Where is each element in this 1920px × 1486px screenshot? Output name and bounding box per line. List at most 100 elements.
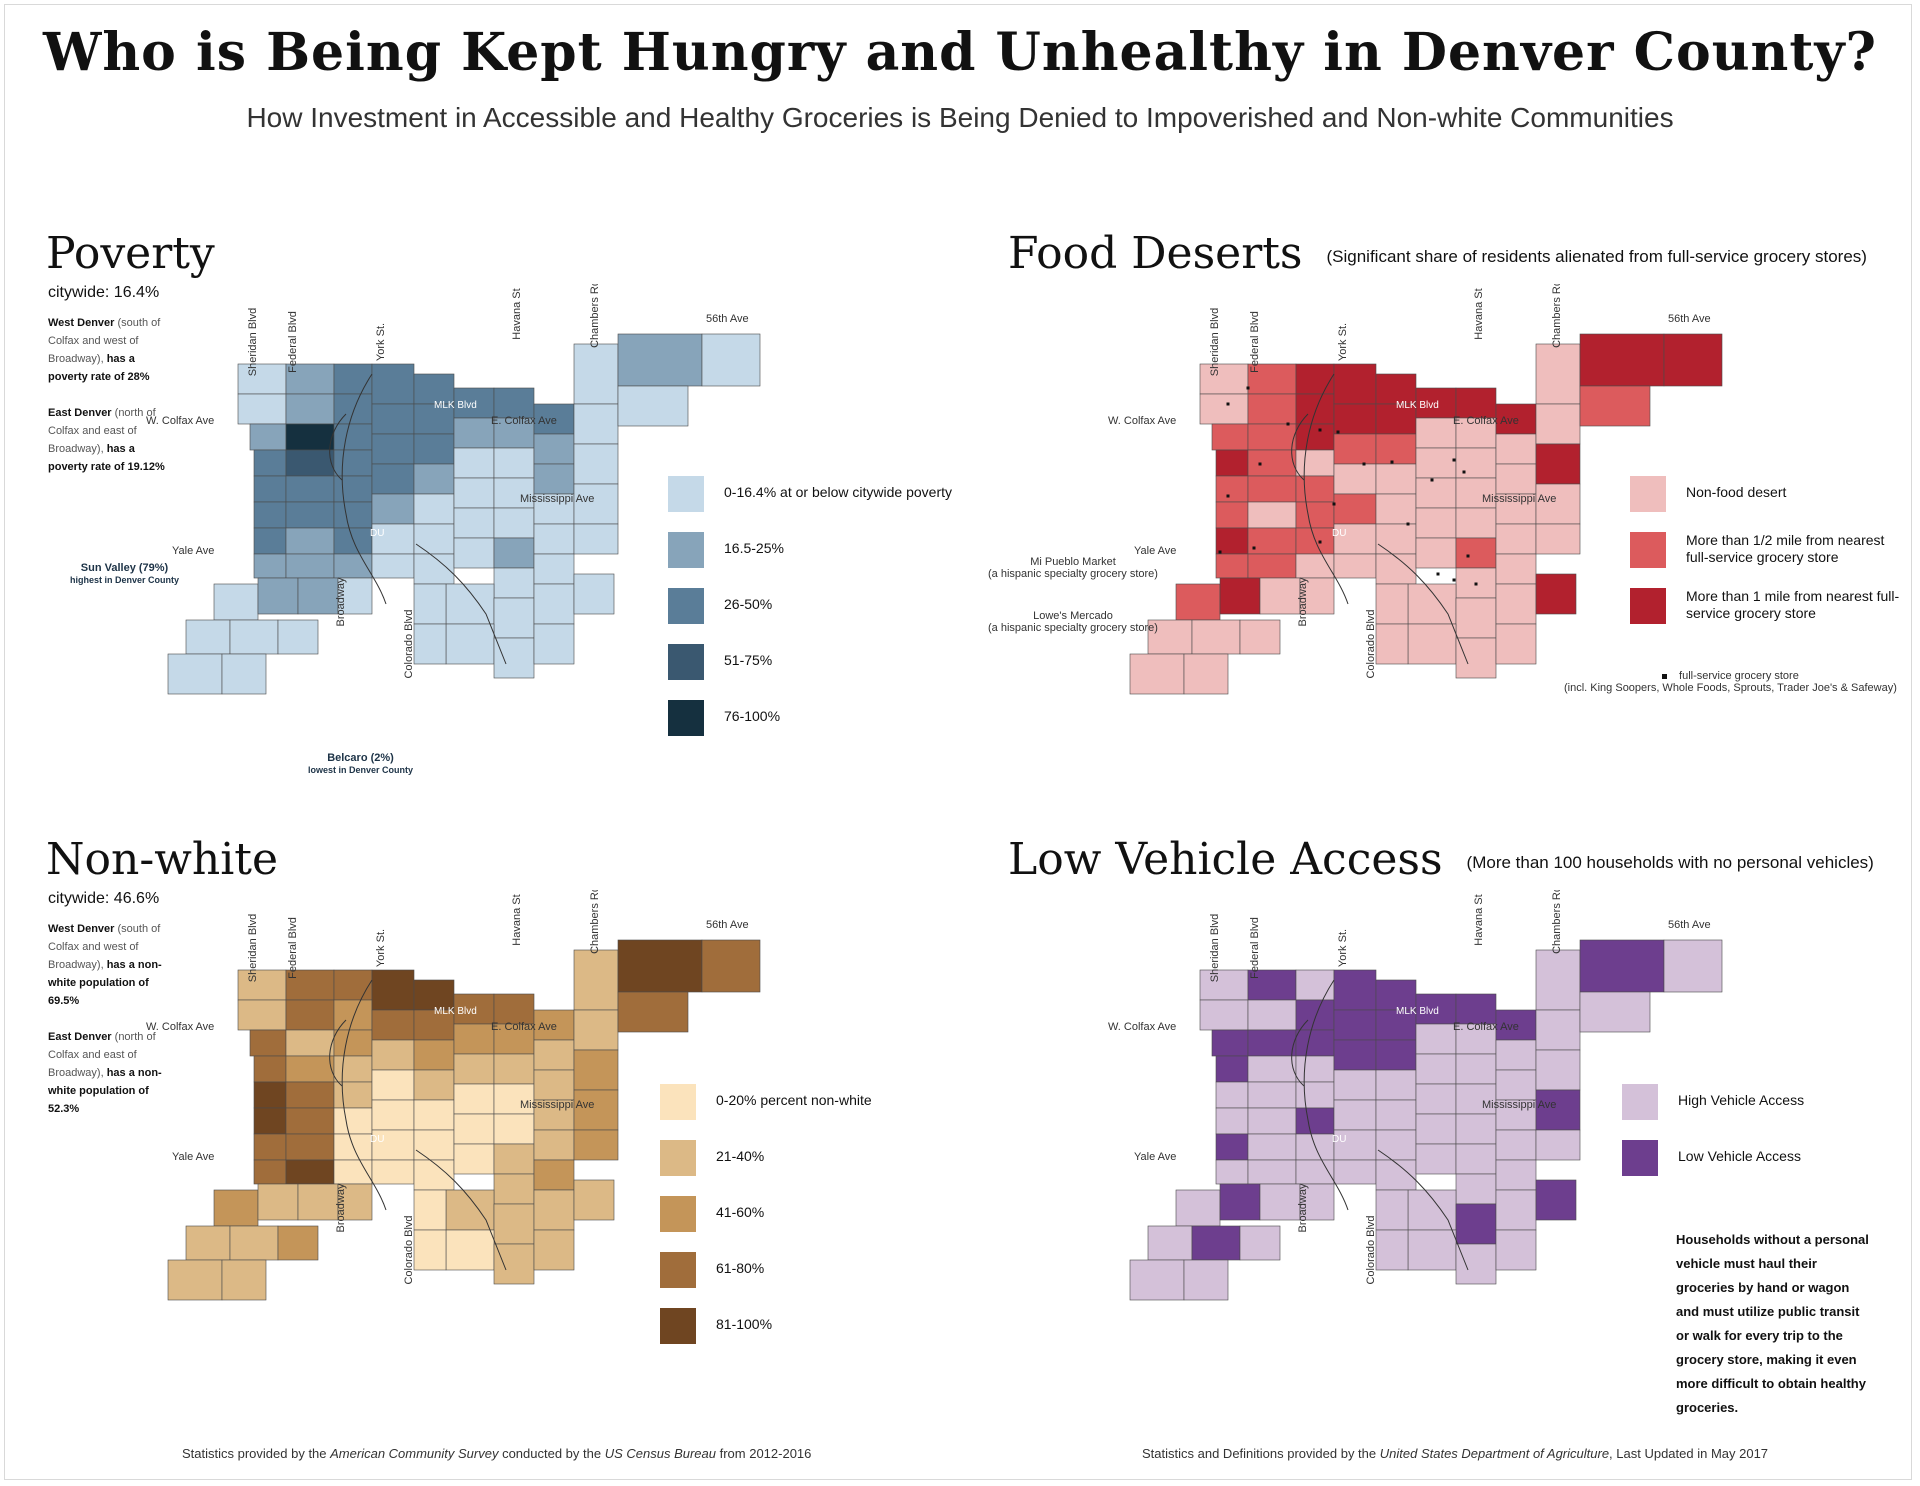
census-tract [371,1099,415,1131]
footer-left-source2: US Census Bureau [604,1446,716,1461]
census-tract [493,993,535,1025]
street-label-mlk: MLK Blvd [434,1006,477,1017]
census-tract [1455,1173,1497,1205]
nonwhite-side-notes: West Denver (south of Colfax and west of… [48,920,166,1136]
census-tract [445,1189,495,1231]
census-tract [573,443,619,485]
grocery-store-icon [1218,550,1222,554]
census-tract [333,1133,373,1161]
census-tract [413,1189,447,1231]
street-label-ecolfax: E. Colfax Ave [1453,1021,1519,1033]
legend-swatch [660,1196,696,1232]
vehicle-explanation: Households without a personal vehicle mu… [1676,1232,1869,1415]
lowes-mercado-callout: Lowe's Mercado (a hispanic specialty gro… [988,610,1158,634]
census-tract [1215,1159,1249,1185]
census-tract [493,1143,535,1175]
census-tract [413,463,455,495]
nonwhite-panel: Non-white citywide: 46.6% West Denver (s… [46,834,986,1434]
census-tract [1247,1107,1297,1135]
street-label-mississippi: Mississippi Ave [520,493,594,505]
census-tract [1199,393,1249,425]
census-tract [1375,1129,1417,1161]
census-tract [1375,493,1417,525]
census-tract [533,553,575,585]
footer-right-pre: Statistics and Definitions provided by t… [1142,1446,1380,1461]
census-tract [573,483,619,525]
census-tract [1455,537,1497,569]
census-tract [1333,463,1377,495]
census-tract [1333,1039,1377,1071]
legend-swatch [1630,532,1666,568]
legend-swatch [660,1252,696,1288]
census-tract [413,1129,455,1161]
census-tract [1375,553,1417,585]
census-tract [1579,385,1651,427]
lowes-mercado-sub: (a hispanic specialty grocery store) [988,622,1158,634]
census-tract [1375,403,1417,435]
census-tract [1215,1107,1249,1135]
census-tract [1663,333,1723,387]
census-tract [1495,583,1537,625]
west-denver-label: West Denver [48,317,115,329]
census-tract [285,999,335,1031]
grocery-store-icon [1462,470,1466,474]
census-tract [1415,1113,1457,1145]
census-tract [1247,527,1297,555]
legend-label: 41-60% [716,1204,765,1220]
street-label-havana: Havana St [511,894,523,945]
census-tract [533,493,575,525]
census-tract [1407,1229,1457,1271]
census-tract [1295,1055,1335,1083]
census-tract [253,1133,287,1161]
census-tract [237,363,287,395]
census-tract [1215,1133,1249,1161]
footer-left-mid: conducted by the [498,1446,605,1461]
grocery-store-icon [1406,522,1410,526]
nw-west-denver-stat: has a non-white population of 69.5% [48,959,162,1007]
census-tract [413,1159,455,1191]
census-tract [1375,1039,1417,1071]
census-tract [333,423,373,451]
census-tract [1415,1143,1457,1175]
street-label-federal: Federal Blvd [1249,917,1261,979]
census-tract [1295,393,1335,425]
page-subtitle: How Investment in Accessible and Healthy… [246,102,1674,133]
census-tract [1407,623,1457,665]
legend-label: 81-100% [716,1316,773,1332]
footer-right: Statistics and Definitions provided by t… [1142,1446,1768,1461]
street-label-colorado: Colorado Blvd [1365,609,1377,678]
census-tract [617,385,689,427]
footer-right-post: , Last Updated in May 2017 [1609,1446,1769,1461]
east-denver-desc: (north of Colfax and east of Broadway), [48,407,156,455]
census-tract [285,501,335,529]
street-label-mississippi: Mississippi Ave [1482,1099,1556,1111]
census-tract [253,501,287,529]
street-label-federal: Federal Blvd [1249,311,1261,373]
census-tract [1535,1049,1581,1091]
roads-layer [1291,373,1469,665]
census-tract [1239,619,1281,655]
census-tract [253,527,287,555]
grocery-store-icon [1436,572,1440,576]
census-tract [1247,423,1297,451]
census-tract [371,1159,415,1185]
census-tract [285,553,335,579]
census-tract [1247,969,1297,1001]
census-tract [371,463,415,495]
legend-label: 26-50% [724,596,773,612]
food-desert-title: Food Deserts [1008,228,1303,279]
census-tract [221,653,267,695]
legend-label: 76-100% [724,708,781,724]
page-title: Who is Being Kept Hungry and Unhealthy i… [42,22,1878,83]
census-tract [1495,623,1537,665]
census-tract [1495,1229,1537,1271]
census-tract [1415,417,1457,449]
census-tract [1375,1069,1417,1101]
census-tract [533,1009,575,1041]
census-tract [493,637,535,679]
census-tract [285,393,335,425]
census-tract [453,417,495,449]
grocery-store-icon [1258,462,1262,466]
street-label-york: York St. [1337,323,1349,361]
street-label-colorado: Colorado Blvd [1365,1215,1377,1284]
